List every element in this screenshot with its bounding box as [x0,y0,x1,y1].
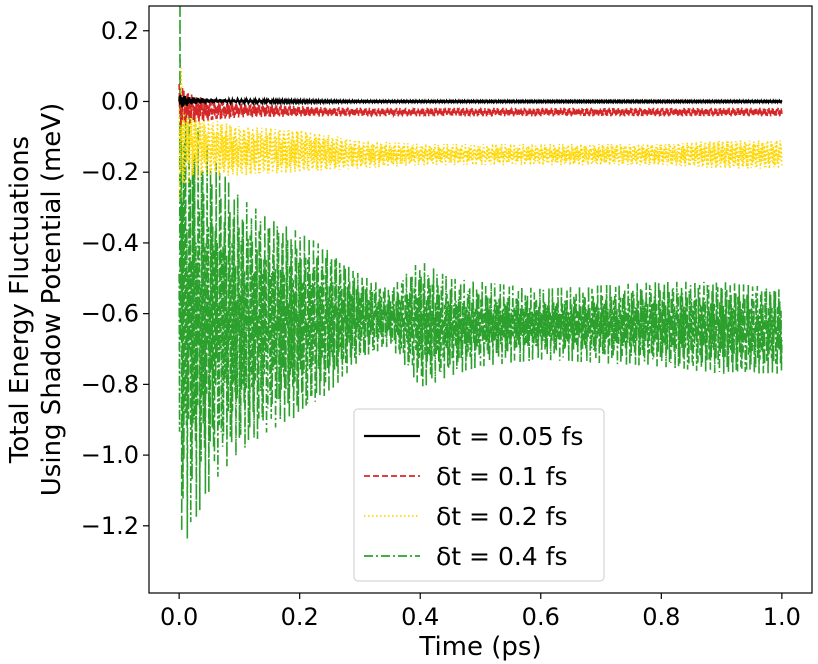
legend-label-2: δt = 0.1 fs [436,462,567,491]
x-tick-label: 0.8 [642,603,680,631]
plot-layer [178,6,783,539]
y-tick-label: −0.2 [81,158,139,186]
y-tick-label: −1.0 [81,441,139,469]
legend-label-4: δt = 0.4 fs [436,542,567,571]
legend-box [353,408,605,582]
x-axis-label: Time (ps) [418,632,541,662]
x-tick-label: 0.0 [160,603,198,631]
y-tick-label: −0.8 [81,370,139,398]
series-line-2 [178,83,783,126]
y-axis-label-line-2: Using Shadow Potential (meV) [37,103,67,496]
y-axis-label-line-1: Total Energy Fluctuations [5,136,35,464]
x-tick-label: 1.0 [763,603,801,631]
series-line-3 [178,67,783,200]
y-tick-label: 0.2 [101,17,139,45]
y-tick-label: −1.2 [81,512,139,540]
y-tick-label: −0.4 [81,229,139,257]
series-line-4 [178,6,783,539]
legend-label-3: δt = 0.2 fs [436,502,567,531]
x-tick-label: 0.2 [281,603,319,631]
axes-layer: 0.0 0.2 0.4 0.6 0.8 1.0 0.2 0.0 −0.2 −0.4 −0.6 −0.8… [5,5,813,662]
y-tick-label: −0.6 [81,300,139,328]
legend: δt = 0.05 fs δt = 0.1 fs δt = 0.2 fs δt = 0… [353,408,605,582]
legend-label-1: δt = 0.05 fs [436,422,583,451]
x-tick-label: 0.4 [401,603,439,631]
x-tick-label: 0.6 [522,603,560,631]
plot-frame [148,5,813,594]
y-tick-label: 0.0 [101,87,139,115]
series-line-1 [178,94,783,108]
